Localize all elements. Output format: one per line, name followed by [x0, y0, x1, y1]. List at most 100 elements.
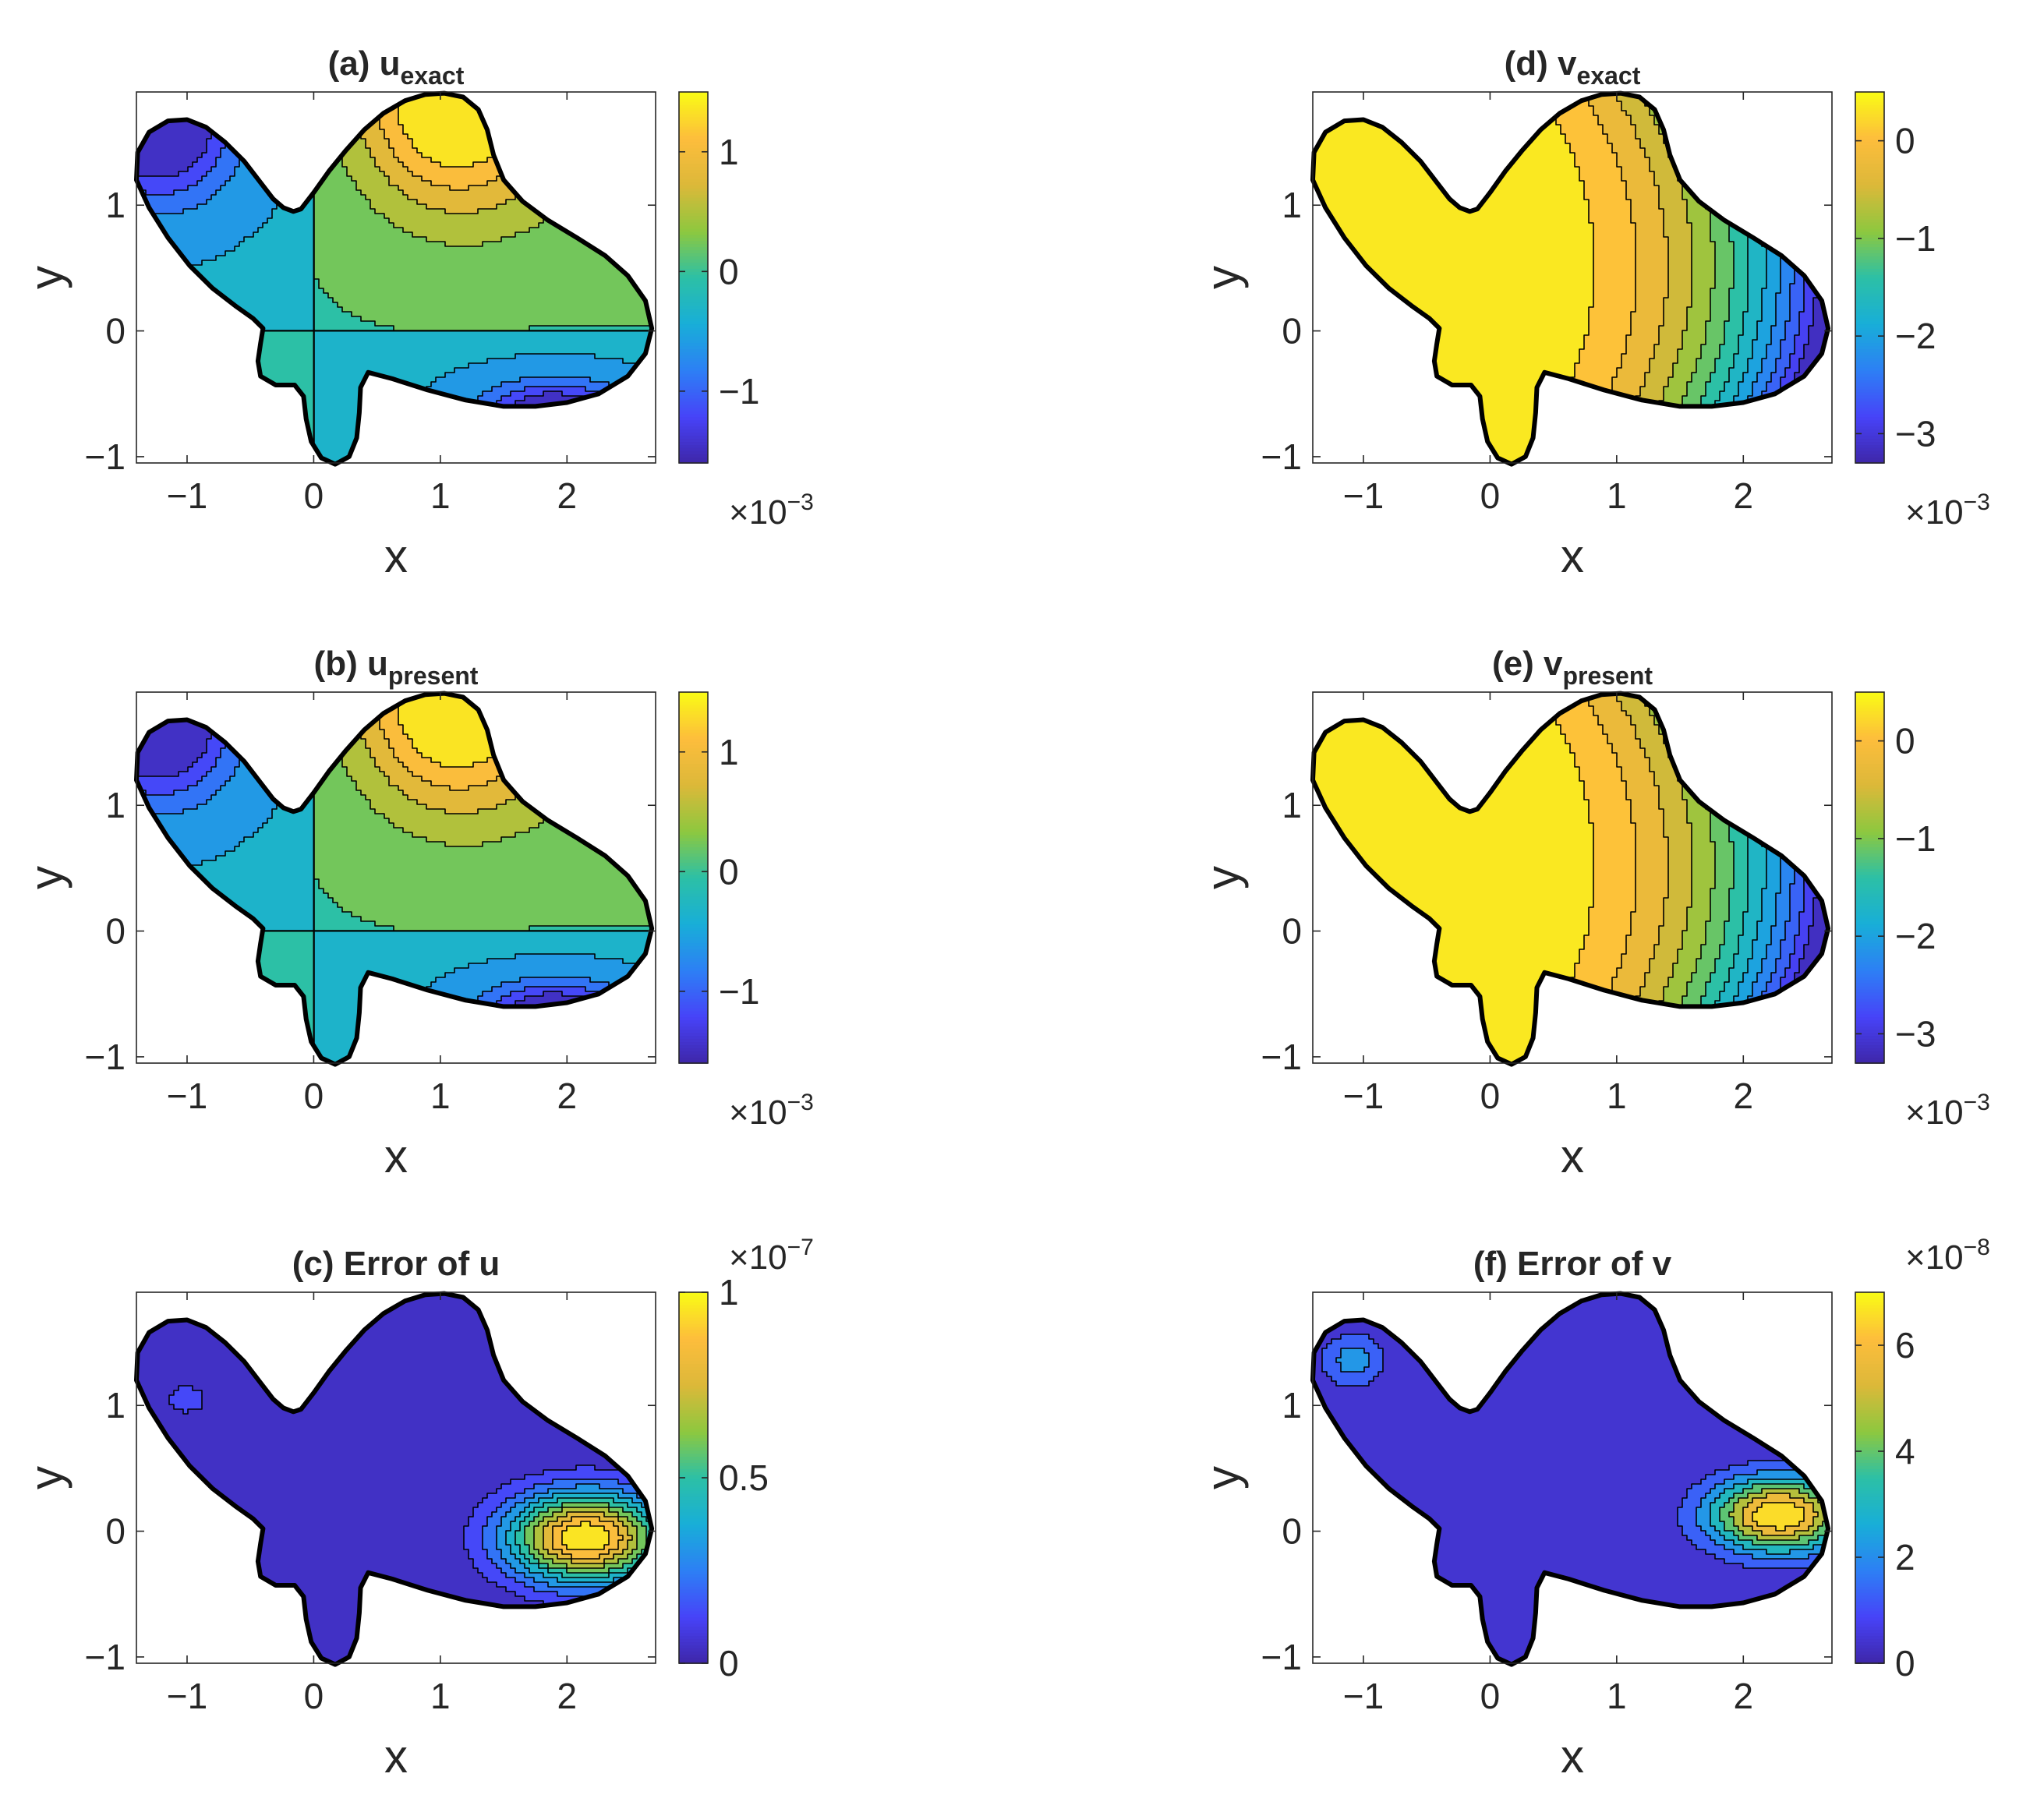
field-cell	[1593, 846, 1636, 852]
field-cell	[333, 725, 362, 730]
field-cell	[571, 730, 652, 735]
field-cell	[1579, 959, 1622, 964]
field-cell	[1790, 214, 1800, 219]
field-cell	[614, 1554, 628, 1560]
field-cell	[1762, 129, 1772, 135]
field-cell	[314, 949, 652, 955]
colorbar-segment	[679, 1057, 708, 1061]
field-cell	[1790, 818, 1805, 824]
field-cell	[1621, 706, 1650, 712]
colorbar-segment	[1855, 104, 1884, 108]
colorbar-tick-label: 2	[1895, 1537, 1915, 1578]
field-cell	[1650, 762, 1674, 768]
field-cell	[1720, 991, 1739, 997]
colorbar-segment	[679, 333, 708, 337]
field-cell	[1593, 1019, 1627, 1025]
field-cell	[1612, 443, 1636, 448]
field-cell	[1743, 748, 1758, 754]
field-cell	[1804, 870, 1819, 875]
field-cell	[375, 762, 404, 768]
field-cell	[1631, 818, 1664, 824]
field-cell	[375, 921, 652, 927]
field-cell	[398, 97, 525, 102]
colorbar-segment	[1855, 435, 1884, 440]
field-cell	[1593, 865, 1636, 871]
field-cell	[1762, 288, 1781, 294]
field-cell	[314, 349, 652, 355]
colorbar-exponent: −8	[1964, 1235, 1990, 1260]
field-cell	[1748, 1024, 1763, 1030]
field-cell	[1748, 218, 1763, 224]
colorbar-segment	[1855, 286, 1884, 291]
colorbar-segment	[679, 1493, 708, 1497]
field-cell	[571, 1517, 600, 1522]
field-cell	[1738, 1057, 1753, 1062]
colorbar-segment	[679, 323, 708, 328]
field-cell	[1631, 715, 1655, 721]
field-cell	[314, 968, 455, 973]
field-cell	[1561, 125, 1604, 130]
field-cell	[136, 1293, 652, 1298]
field-cell	[398, 157, 432, 163]
field-cell	[445, 242, 483, 247]
x-axis-label: x	[1561, 1130, 1584, 1182]
field-cell	[1701, 1526, 1716, 1532]
field-cell	[1762, 134, 1777, 140]
field-cell	[1752, 139, 1767, 144]
field-cell	[314, 246, 652, 252]
field-cell	[1331, 1376, 1374, 1382]
field-cell	[1771, 326, 1786, 331]
field-cell	[314, 715, 334, 721]
field-cell	[1313, 1033, 1543, 1039]
filled-contour-field	[136, 93, 652, 465]
field-cell	[398, 706, 525, 712]
field-cell	[1771, 153, 1786, 158]
field-cell	[1589, 931, 1632, 936]
field-cell	[314, 228, 404, 233]
field-cell	[1673, 111, 1692, 116]
field-cell	[1313, 809, 1590, 814]
field-cell	[1771, 935, 1786, 941]
field-cell	[216, 157, 240, 163]
field-cell	[1313, 776, 1580, 782]
field-cell	[1720, 129, 1735, 135]
field-cell	[1341, 1362, 1370, 1368]
field-cell	[1692, 293, 1711, 299]
field-cell	[1626, 185, 1660, 191]
field-cell	[1724, 800, 1744, 805]
field-cell	[562, 1503, 610, 1508]
field-cell	[249, 134, 301, 140]
field-cell	[1706, 711, 1725, 716]
field-cell	[1668, 293, 1692, 299]
field-cell	[1790, 893, 1805, 899]
field-cell	[567, 1526, 605, 1532]
field-cell	[1748, 846, 1767, 852]
field-cell	[417, 415, 474, 420]
field-cell	[136, 1582, 497, 1588]
field-cell	[1757, 1005, 1772, 1011]
colorbar-segment	[1855, 132, 1884, 136]
colorbar-segment	[1855, 1010, 1884, 1015]
field-cell	[1542, 1038, 1585, 1044]
field-cell	[1710, 410, 1730, 415]
colorbar-segment	[679, 138, 708, 143]
field-cell	[314, 823, 394, 829]
field-cell	[548, 167, 614, 172]
field-cell	[1664, 693, 1683, 698]
field-cell	[632, 1470, 652, 1475]
colorbar-segment	[1855, 268, 1884, 272]
field-cell	[506, 744, 535, 749]
field-cell	[1776, 307, 1791, 313]
colorbar-segment	[679, 982, 708, 987]
field-cell	[1710, 907, 1730, 913]
field-cell	[511, 1545, 521, 1550]
field-cell	[1612, 387, 1641, 392]
colorbar-segment	[1855, 1558, 1884, 1562]
colorbar-segment	[679, 1579, 708, 1584]
field-cell	[1322, 1367, 1342, 1373]
field-cell	[543, 1540, 553, 1546]
field-cell	[1692, 1019, 1706, 1025]
field-cell	[1313, 907, 1590, 913]
field-cell	[370, 800, 418, 805]
field-cell	[314, 1024, 423, 1030]
